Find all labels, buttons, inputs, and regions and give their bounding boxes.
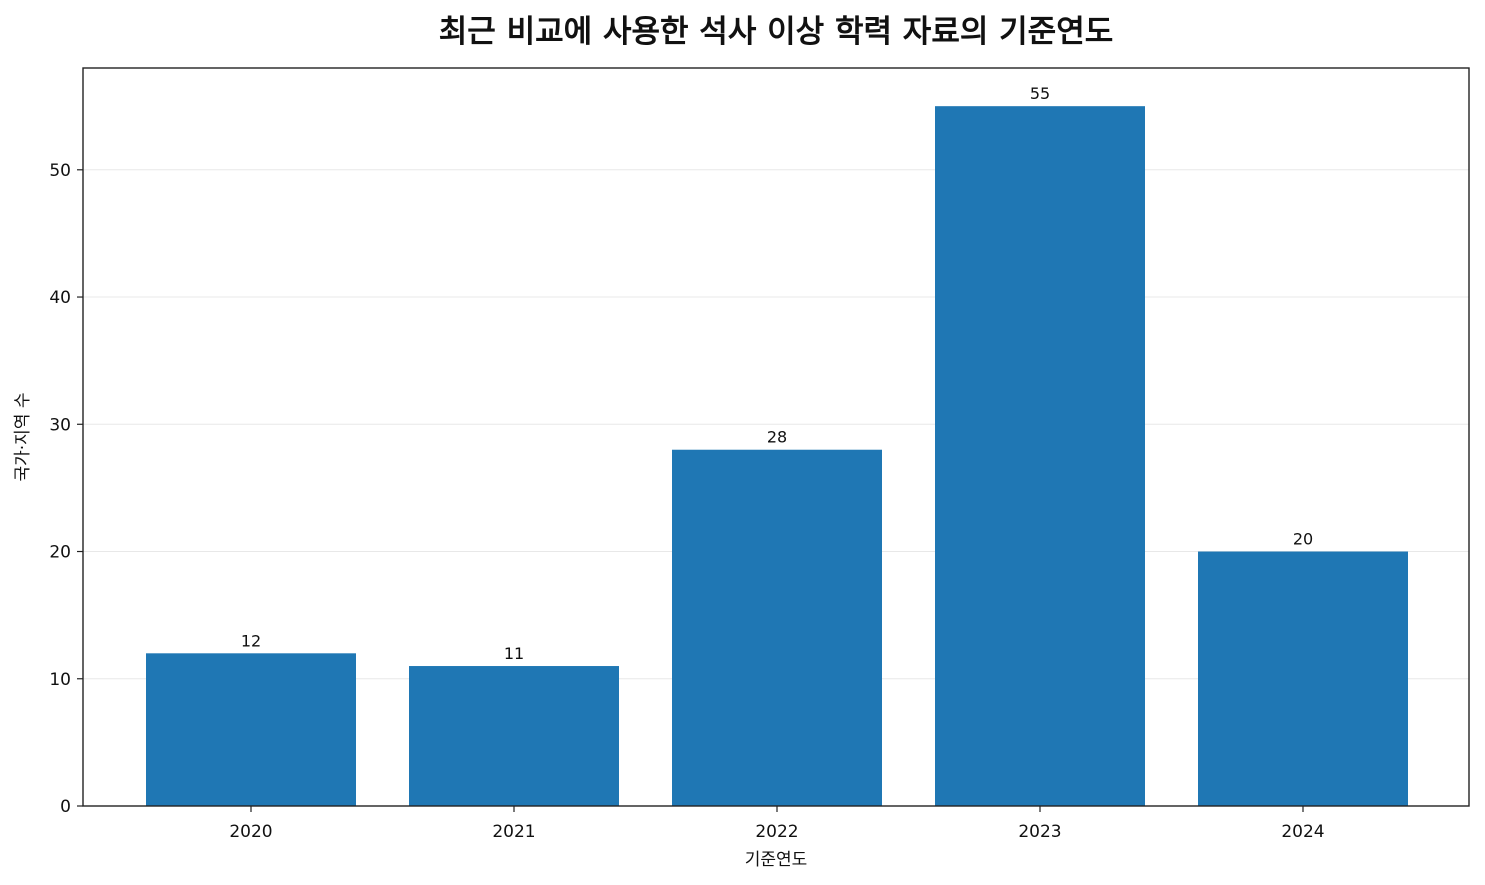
x-tick-label-2024: 2024 bbox=[1281, 822, 1324, 842]
data-label-2023: 55 bbox=[1030, 84, 1050, 103]
y-axis: 0 10 20 30 40 50 bbox=[49, 161, 83, 817]
bar-2022 bbox=[672, 449, 882, 806]
y-axis-label: 국가·지역 수 bbox=[13, 392, 33, 481]
chart-title: 최근 비교에 사용한 석사 이상 학력 자료의 기준연도 bbox=[439, 14, 1113, 50]
y-tick-label: 50 bbox=[49, 161, 71, 181]
data-label-2020: 12 bbox=[241, 631, 261, 650]
bars bbox=[146, 106, 1408, 806]
bar-2024 bbox=[1198, 551, 1408, 806]
y-tick-label: 10 bbox=[49, 670, 71, 690]
y-tick-label: 40 bbox=[49, 288, 71, 308]
bar-2023 bbox=[935, 106, 1145, 806]
x-axis-label: 기준연도 bbox=[745, 850, 808, 870]
y-tick-label: 0 bbox=[60, 797, 71, 817]
plot-frame bbox=[82, 67, 1470, 807]
data-label-2024: 20 bbox=[1293, 530, 1313, 549]
x-tick-label-2020: 2020 bbox=[229, 822, 272, 842]
x-tick-label-2022: 2022 bbox=[755, 822, 798, 842]
y-tick-label: 20 bbox=[49, 543, 71, 563]
y-tick-label: 30 bbox=[49, 415, 71, 435]
x-axis: 2020 2021 2022 2023 2024 bbox=[229, 806, 1325, 842]
bar-2020 bbox=[146, 653, 356, 806]
data-label-2021: 11 bbox=[504, 644, 524, 663]
data-labels: 12 11 28 55 20 bbox=[241, 84, 1313, 663]
bar-2021 bbox=[409, 666, 619, 806]
x-tick-label-2021: 2021 bbox=[492, 822, 535, 842]
data-label-2022: 28 bbox=[767, 428, 787, 447]
x-tick-label-2023: 2023 bbox=[1018, 822, 1061, 842]
